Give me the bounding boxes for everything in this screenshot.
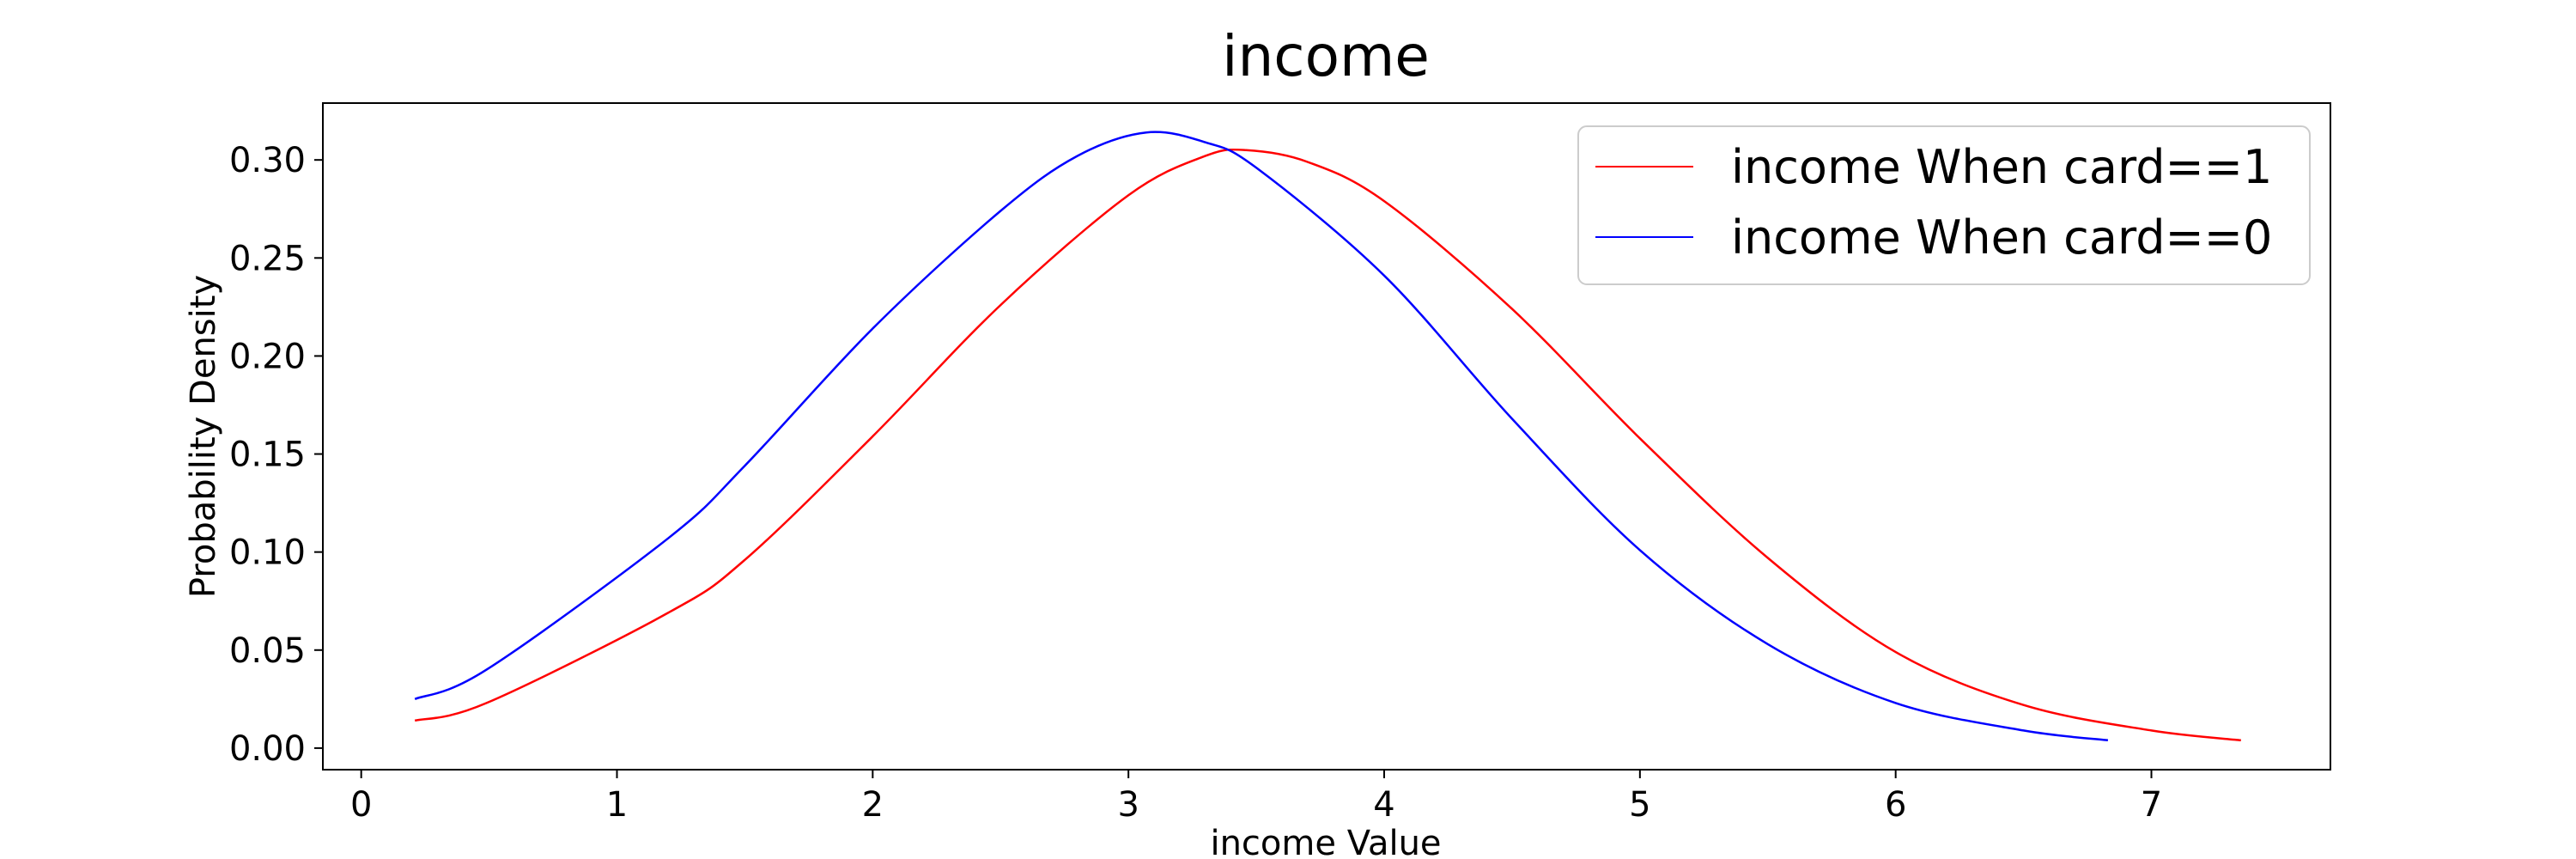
series-layer (414, 131, 2241, 742)
x-tick-label: 0 (350, 785, 372, 825)
y-axis: 0.00 0.05 0.10 0.15 0.20 0.25 0.30 (229, 141, 323, 769)
legend-box (1577, 125, 2311, 285)
x-axis-label: income Value (1210, 824, 1441, 859)
x-tick-label: 4 (1373, 785, 1394, 825)
y-axis-label: Probability Density (184, 275, 223, 598)
y-tick-label: 0.30 (229, 141, 306, 180)
y-tick-label: 0.00 (229, 729, 306, 769)
y-tick-label: 0.25 (229, 239, 306, 278)
plot-frame (322, 102, 2331, 771)
x-tick-label: 3 (1117, 785, 1139, 825)
legend: income When card==1 income When card==0 (1577, 125, 2311, 285)
y-tick-label: 0.05 (229, 631, 306, 671)
series-line-card-1 (414, 148, 2241, 742)
series-line-card-0 (414, 131, 2109, 742)
x-axis: 0 1 2 3 4 5 6 7 (350, 770, 2162, 825)
x-tick-label: 2 (862, 785, 884, 825)
legend-label-card-0: income When card==0 (1731, 210, 2272, 265)
x-tick-label: 1 (606, 785, 628, 825)
x-tick-label: 5 (1629, 785, 1650, 825)
y-tick-label: 0.10 (229, 533, 306, 573)
x-tick-label: 7 (2141, 785, 2162, 825)
y-tick-label: 0.20 (229, 337, 306, 376)
y-tick-label: 0.15 (229, 436, 306, 475)
chart-title: income (1222, 23, 1430, 89)
x-tick-label: 6 (1885, 785, 1906, 825)
legend-label-card-1: income When card==1 (1731, 140, 2272, 194)
